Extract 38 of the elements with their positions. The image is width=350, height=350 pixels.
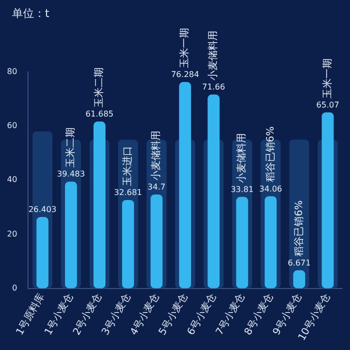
data-label: 65.07 [316,100,340,110]
bar [122,200,134,288]
annotation: 小麦储料用 [207,30,220,81]
data-label: 26.403 [28,205,56,214]
annotation: 稻谷已销6% [264,126,276,182]
annotation: 玉米一期 [321,58,334,98]
annotation: 玉米二期 [93,68,106,108]
data-label: 76.284 [171,70,200,80]
y-tick-label: 0 [12,283,18,292]
annotation: 小麦储料用 [150,130,162,180]
data-label: 61.685 [86,110,114,119]
annotation: 玉米二期 [64,128,77,168]
bar [36,216,48,288]
y-tick-label: 40 [6,175,18,184]
data-label: 33.81 [230,184,254,194]
annotation: 玉米一期 [178,28,191,68]
bar [322,112,334,288]
bar [236,196,248,288]
y-tick-label: 20 [6,229,18,238]
data-label: 34.7 [148,182,166,192]
bar [264,196,277,288]
data-label: 34.06 [259,184,282,194]
annotation: 稻谷已销6% [292,200,305,256]
bar [179,82,192,288]
bar [208,94,220,288]
bar [64,182,77,288]
y-tick-label: 80 [6,67,18,76]
data-label: 71.66 [202,82,226,92]
chart-title: 单位：t [12,6,50,21]
annotation: 小麦储料用 [236,132,248,183]
annotation: 玉米进口 [122,146,134,186]
bar [94,122,106,288]
data-label: 6.671 [288,258,311,268]
bar [293,270,306,288]
bar [150,194,163,288]
y-tick-label: 60 [6,121,18,130]
data-label: 32.681 [114,188,142,198]
data-label: 39.483 [56,170,85,179]
